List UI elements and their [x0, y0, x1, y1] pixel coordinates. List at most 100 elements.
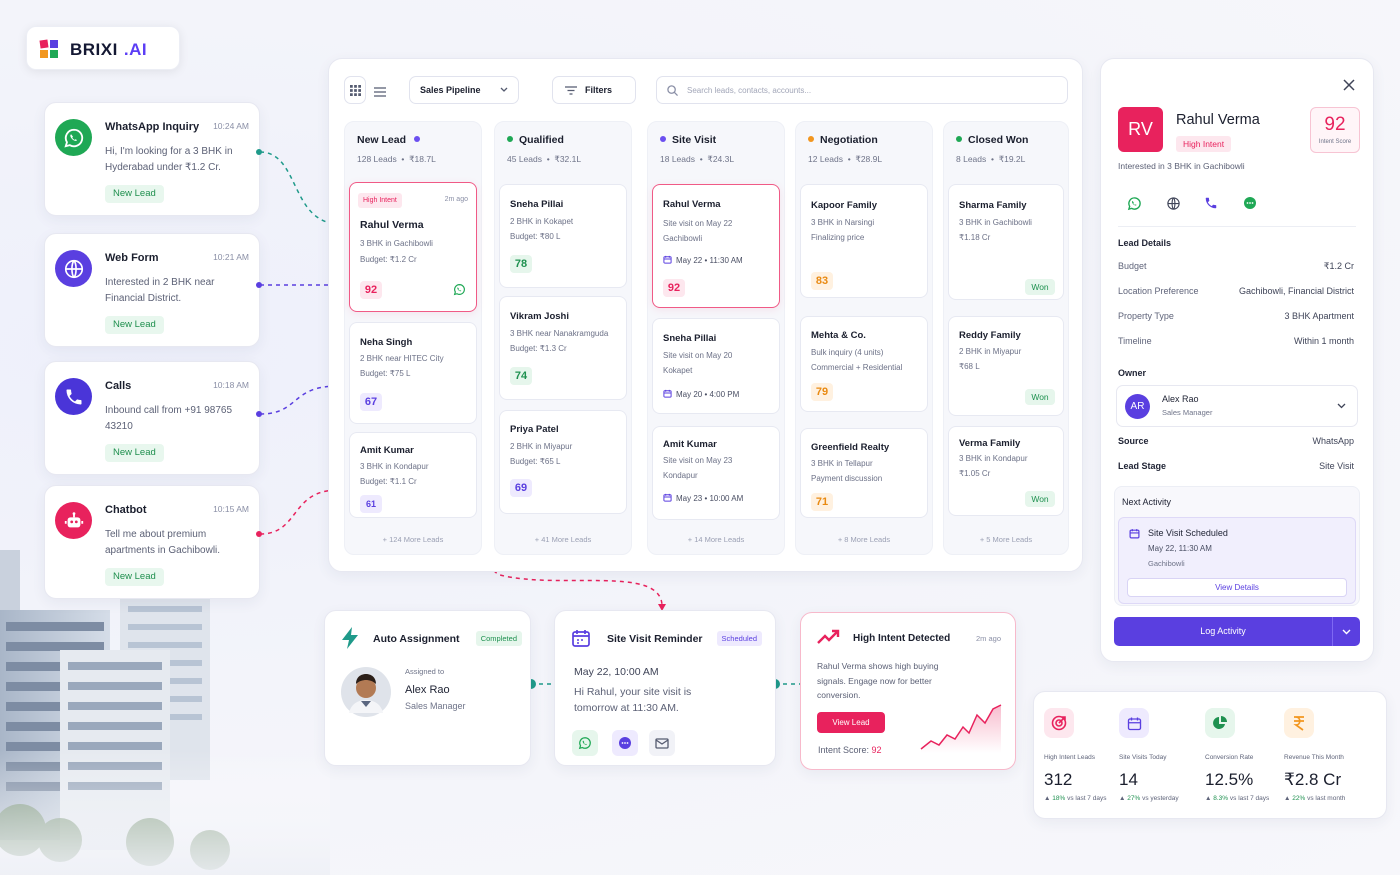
grid-view-button[interactable]: [344, 76, 366, 104]
lead-line-2: Budget: ₹75 L: [360, 369, 411, 378]
source-title: Calls: [105, 380, 132, 392]
source-message: Hi, I'm looking for a 3 BHK in Hyderabad…: [105, 146, 233, 173]
intent-time: 2m ago: [975, 634, 1001, 643]
lead-card[interactable]: Greenfield Realty 3 BHK in Tellapur Paym…: [800, 428, 928, 518]
lead-card[interactable]: Verma Family 3 BHK in Kondapur ₹1.05 Cr …: [948, 426, 1064, 516]
source-value: WhatsApp: [1312, 436, 1354, 446]
source-card-calls[interactable]: Calls 10:18 AM Inbound call from +91 987…: [44, 361, 260, 475]
lead-card[interactable]: Kapoor Family 3 BHK in Narsingi Finalizi…: [800, 184, 928, 298]
visit-date: May 20 • 4:00 PM: [663, 389, 739, 399]
whatsapp-button[interactable]: [572, 730, 598, 756]
source-card-web-form[interactable]: Web Form 10:21 AM Interested in 2 BHK ne…: [44, 233, 260, 347]
lead-name: Amit Kumar: [663, 439, 717, 450]
column-amount: ₹24.3L: [707, 154, 735, 164]
lead-card[interactable]: Priya Patel 2 BHK in Miyapur Budget: ₹65…: [499, 410, 627, 514]
call-button[interactable]: [1199, 191, 1223, 215]
stat-delta-value: 18%: [1052, 795, 1066, 802]
log-activity-button[interactable]: Log Activity: [1114, 617, 1360, 646]
lead-card[interactable]: Rahul Verma Site visit on May 22 Gachibo…: [652, 184, 780, 308]
email-button[interactable]: [649, 730, 675, 756]
chevron-down-icon[interactable]: [1342, 629, 1351, 635]
lead-card[interactable]: Sharma Family 3 BHK in Gachibowli ₹1.18 …: [948, 184, 1064, 300]
lead-card[interactable]: Reddy Family 2 BHK in Miyapur ₹68 L Won: [948, 316, 1064, 416]
lead-score: 83: [811, 272, 833, 290]
lead-line-2: Budget: ₹1.2 Cr: [360, 255, 417, 264]
lead-card[interactable]: Amit Kumar Site visit on May 23 Kondapur…: [652, 426, 780, 520]
lead-line-2: ₹1.18 Cr: [959, 233, 991, 242]
view-lead-button[interactable]: View Lead: [817, 712, 885, 733]
lead-card[interactable]: Sneha Pillai 2 BHK in Kokapet Budget: ₹8…: [499, 184, 627, 288]
stat-label: Revenue This Month: [1284, 754, 1344, 761]
scheduled-badge: Scheduled: [716, 631, 762, 646]
detail-value: Within 1 month: [1293, 336, 1354, 346]
lead-card[interactable]: Neha Singh 2 BHK near HITEC City Budget:…: [349, 322, 477, 424]
high-intent-badge: High Intent: [1176, 136, 1232, 152]
won-badge: Won: [1025, 491, 1055, 507]
source-title: Chatbot: [105, 504, 147, 516]
column-negotiation: Negotiation 12 Leads • ₹28.9L Kapoor Fam…: [795, 121, 933, 555]
filters-button[interactable]: Filters: [552, 76, 636, 104]
completed-badge: Completed: [475, 631, 522, 646]
stat-label: Conversion Rate: [1205, 754, 1254, 761]
visit-date-text: May 23 • 10:00 AM: [676, 494, 744, 503]
whatsapp-button[interactable]: [1122, 191, 1146, 215]
more-leads-link[interactable]: + 8 More Leads: [837, 535, 891, 544]
stat-delta-value: 8.3%: [1213, 795, 1229, 802]
stat-icon-box: [1205, 708, 1235, 738]
high-intent-badge: High Intent: [358, 193, 402, 208]
stat-delta-value: 22%: [1292, 795, 1306, 802]
more-leads-link[interactable]: + 14 More Leads: [687, 535, 745, 544]
list-view-button[interactable]: [374, 84, 386, 102]
pipeline-select[interactable]: Sales Pipeline: [409, 76, 519, 104]
calendar-icon: [663, 255, 672, 264]
source-card-whatsapp[interactable]: WhatsApp Inquiry 10:24 AM Hi, I'm lookin…: [44, 102, 260, 216]
lead-name: Sneha Pillai: [663, 333, 717, 344]
lead-score: 71: [811, 493, 833, 511]
chevron-down-icon: [500, 87, 508, 92]
reminder-datetime: May 22, 10:00 AM: [574, 666, 659, 678]
lead-line-1: Site visit on May 20: [663, 351, 733, 360]
owner-select[interactable]: AR Alex Rao Sales Manager: [1116, 385, 1358, 427]
source-card-chatbot[interactable]: Chatbot 10:15 AM Tell me about premium a…: [44, 485, 260, 599]
lead-card[interactable]: Amit Kumar 3 BHK in Kondapur Budget: ₹1.…: [349, 432, 477, 518]
intent-score-label: Intent Score: [1318, 139, 1352, 145]
column-title-text: Negotiation: [820, 134, 878, 146]
whatsapp-icon[interactable]: [453, 283, 466, 296]
search-input[interactable]: Search leads, contacts, accounts...: [656, 76, 1068, 104]
visit-date: May 22 • 11:30 AM: [663, 255, 743, 265]
more-leads-link[interactable]: + 124 More Leads: [382, 535, 444, 544]
lead-line-2: Budget: ₹65 L: [510, 457, 561, 466]
next-activity-card: Site Visit Scheduled May 22, 11:30 AM Ga…: [1118, 517, 1356, 604]
brand-logo[interactable]: BRIXI .AI: [26, 26, 180, 70]
lead-card[interactable]: Vikram Joshi 3 BHK near Nanakramguda Bud…: [499, 296, 627, 400]
intent-score-value: 92: [1324, 114, 1346, 135]
lead-line-1: Site visit on May 22: [663, 219, 733, 228]
chat-button[interactable]: [1238, 191, 1262, 215]
search-placeholder: Search leads, contacts, accounts...: [687, 85, 812, 95]
lead-card[interactable]: High Intent 2m ago Rahul Verma 3 BHK in …: [349, 182, 477, 312]
close-icon[interactable]: [1343, 79, 1355, 91]
intent-score-value: 92: [871, 745, 882, 755]
source-time: 10:15 AM: [213, 504, 249, 514]
column-title: Negotiation: [808, 134, 878, 146]
website-button[interactable]: [1161, 191, 1185, 215]
view-details-button[interactable]: View Details: [1127, 578, 1347, 597]
column-count: 12 Leads: [808, 154, 843, 164]
owner-role: Sales Manager: [1162, 408, 1213, 417]
column-amount: ₹28.9L: [855, 154, 883, 164]
column-site-visit: Site Visit 18 Leads • ₹24.3L Rahul Verma…: [647, 121, 785, 555]
more-leads-link[interactable]: + 41 More Leads: [534, 535, 592, 544]
detail-label: Property Type: [1118, 311, 1174, 321]
more-leads-link[interactable]: + 5 More Leads: [979, 535, 1033, 544]
lead-card[interactable]: Mehta & Co. Bulk inquiry (4 units) Comme…: [800, 316, 928, 412]
chat-button[interactable]: [612, 730, 638, 756]
stat-delta: ▲ 18% vs last 7 days: [1044, 795, 1107, 802]
won-badge: Won: [1025, 279, 1055, 295]
lead-name: Rahul Verma: [360, 219, 424, 231]
intent-score: Intent Score: 92: [818, 745, 882, 755]
assignee-name: Alex Rao: [405, 684, 450, 696]
stat-value: ₹2.8 Cr: [1284, 770, 1342, 789]
lead-card[interactable]: Sneha Pillai Site visit on May 20 Kokape…: [652, 318, 780, 414]
lead-line-2: ₹68 L: [959, 362, 980, 371]
lightning-icon: [342, 627, 358, 649]
